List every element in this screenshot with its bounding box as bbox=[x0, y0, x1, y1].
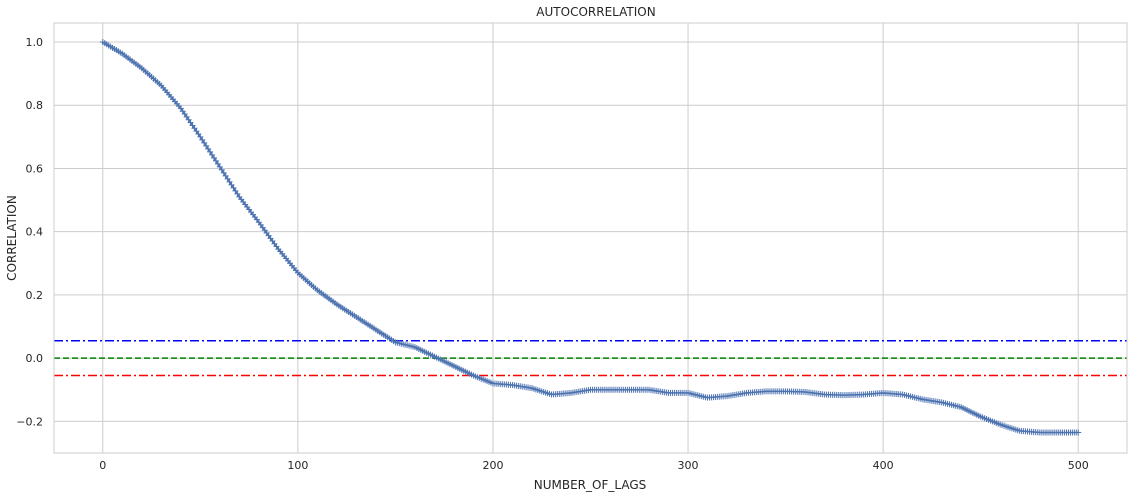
y-tick-label: −0.2 bbox=[16, 415, 43, 428]
x-tick-label: 300 bbox=[678, 459, 699, 472]
y-tick-label: 0.4 bbox=[26, 226, 44, 239]
x-tick-label: 500 bbox=[1068, 459, 1089, 472]
y-tick-label: 0.0 bbox=[26, 352, 44, 365]
y-tick-label: 0.2 bbox=[26, 289, 44, 302]
x-axis-label: NUMBER_OF_LAGS bbox=[534, 478, 647, 492]
reference-lines bbox=[54, 340, 1127, 377]
series-line bbox=[102, 41, 1079, 434]
tick-labels: 0 100 200 300 400 500 −0.2 0.0 0.2 0.4 0.6 0.8 1.0 bbox=[16, 36, 1088, 472]
y-tick-label: 0.8 bbox=[26, 99, 44, 112]
y-tick-label: 0.6 bbox=[26, 162, 44, 175]
x-tick-label: 400 bbox=[873, 459, 894, 472]
x-tick-label: 0 bbox=[99, 459, 106, 472]
x-tick-label: 100 bbox=[287, 459, 308, 472]
y-axis-label: CORRELATION bbox=[5, 195, 19, 281]
y-tick-label: 1.0 bbox=[26, 36, 44, 49]
grid-layer bbox=[54, 23, 1127, 453]
chart-title: AUTOCORRELATION bbox=[536, 5, 655, 19]
series-markers bbox=[99, 38, 1082, 436]
series-layer bbox=[99, 38, 1082, 436]
plot-frame bbox=[53, 22, 1128, 454]
x-tick-label: 200 bbox=[482, 459, 503, 472]
